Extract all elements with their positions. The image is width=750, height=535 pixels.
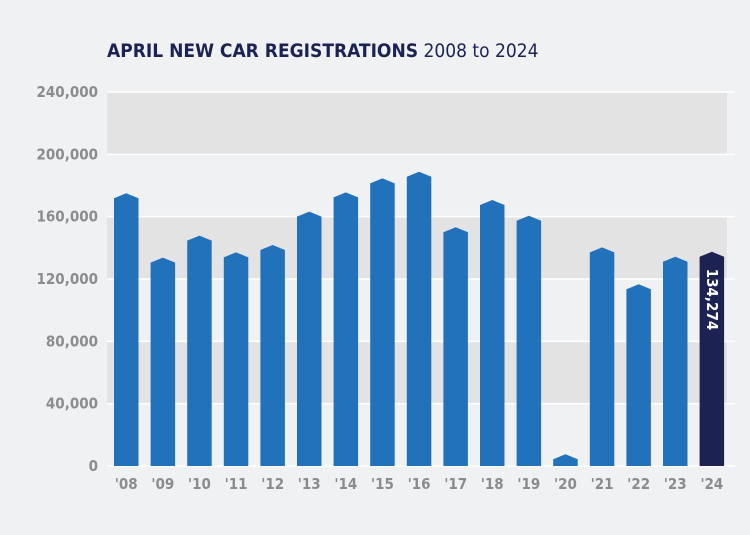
bar-12 (260, 245, 285, 466)
bar-09 (150, 257, 176, 466)
bar-value-label: 134,274 (703, 269, 721, 330)
grid-band (107, 92, 727, 155)
y-tick-label: 240,000 (37, 83, 98, 101)
bar-16 (406, 171, 432, 467)
bar-24 (699, 251, 725, 466)
y-tick-label: 200,000 (37, 145, 98, 163)
bar-11 (223, 252, 249, 466)
x-tick-label: '21 (591, 475, 614, 493)
x-tick-label: '09 (151, 475, 174, 493)
y-tick-label: 80,000 (46, 332, 98, 350)
x-tick-label: '20 (554, 475, 577, 493)
x-tick-label: '23 (664, 475, 687, 493)
bar-23 (663, 256, 688, 466)
x-tick-label: '13 (298, 475, 321, 493)
x-tick-label: '17 (444, 475, 467, 493)
x-tick-label: '11 (225, 475, 248, 493)
bar-14 (333, 192, 359, 467)
x-tick-label: '16 (408, 475, 431, 493)
x-tick-label: '08 (115, 475, 138, 493)
x-tick-label: '24 (700, 475, 723, 493)
bar-21 (589, 247, 615, 466)
x-tick-label: '12 (261, 475, 284, 493)
title-subtitle: 2008 to 2024 (423, 40, 539, 62)
x-tick-label: '18 (481, 475, 504, 493)
bar-20 (553, 454, 578, 466)
y-tick-label: 160,000 (37, 208, 98, 226)
bar-19 (516, 215, 542, 466)
bar-10 (187, 235, 212, 466)
x-tick-label: '19 (517, 475, 540, 493)
bar-08 (114, 193, 139, 467)
x-tick-label: '22 (627, 475, 650, 493)
x-tick-label: '14 (334, 475, 357, 493)
bar-17 (443, 227, 468, 466)
y-tick-label: 120,000 (37, 270, 98, 288)
y-tick-label: 40,000 (46, 395, 98, 413)
x-tick-label: '15 (371, 475, 394, 493)
chart-title: APRIL NEW CAR REGISTRATIONS 2008 to 2024 (107, 40, 539, 62)
bar-18 (480, 199, 505, 466)
y-tick-label: 0 (89, 457, 98, 475)
bar-13 (297, 211, 322, 466)
title-main: APRIL NEW CAR REGISTRATIONS (107, 40, 419, 62)
bar-22 (626, 284, 651, 466)
x-tick-label: '10 (188, 475, 211, 493)
bar-15 (370, 178, 395, 466)
